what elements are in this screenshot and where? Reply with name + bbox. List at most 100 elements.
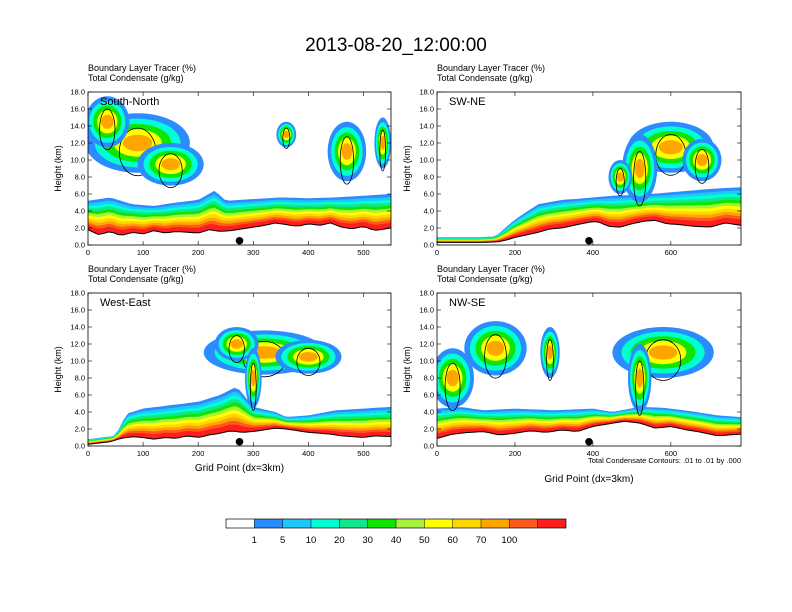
x-tick-label: 200	[192, 449, 205, 458]
colorbar-label: 30	[362, 535, 373, 546]
condensate-contour	[615, 168, 625, 197]
x-axis-label: Grid Point (dx=3km)	[195, 463, 284, 474]
plot-frame	[87, 91, 392, 246]
plot-area	[437, 321, 741, 446]
cloud-blob-2-level-9	[696, 154, 708, 166]
condensate-contour	[633, 151, 647, 207]
colorbar-swatch	[509, 519, 538, 528]
y-axis-label: Height (km)	[402, 145, 412, 192]
colorbar-label: 40	[391, 535, 402, 546]
terrain-line	[88, 222, 391, 236]
y-tick-label: 2.0	[75, 425, 85, 434]
x-tick-label: 400	[587, 449, 600, 458]
colorbar-swatch	[424, 519, 453, 528]
condensate-contour	[546, 339, 554, 381]
colorbar-swatch	[452, 519, 481, 528]
x-tick-label: 100	[137, 248, 150, 257]
x-tick-label: 400	[587, 248, 600, 257]
condensate-contour	[694, 148, 710, 184]
panel-subtitle-condensate: Total Condensate (g/kg)	[88, 73, 184, 83]
y-tick-label: 2.0	[424, 224, 434, 233]
x-tick-label: 400	[302, 248, 315, 257]
y-tick-label: 2.0	[75, 224, 85, 233]
colorbar-label: 70	[476, 535, 487, 546]
cloud-blob-4-level-9	[283, 130, 290, 139]
colorbar-label: 1	[252, 535, 257, 546]
cloud-blob-0-level-9	[122, 134, 153, 152]
colorbar-swatch	[311, 519, 340, 528]
y-tick-label: 12.0	[70, 340, 85, 349]
colorbar-label: 5	[280, 535, 285, 546]
colorbar-swatch	[367, 519, 396, 528]
x-tick-label: 600	[665, 449, 678, 458]
cloud-blob-4-level-9	[547, 345, 553, 360]
y-tick-label: 0.0	[424, 442, 434, 451]
condensate-contour	[484, 334, 507, 379]
panel-subtitle-condensate: Total Condensate (g/kg)	[437, 274, 533, 284]
cloud-blob-3-level-9	[251, 369, 256, 387]
x-tick-label: 0	[435, 248, 439, 257]
colorbar-label: 50	[419, 535, 430, 546]
plot-frame	[87, 292, 392, 447]
terrain-line	[437, 219, 741, 243]
panel-sw-ne: 0.0 2.0 4.0 6.0 8.0 10.0 12.0 14.0 16.0 18.0 0 200 4…	[402, 63, 742, 257]
terrain-line	[88, 427, 391, 445]
panel-west-east: 0.0 2.0 4.0 6.0 8.0 10.0 12.0 14.0 16.0 18.0 0 100 2…	[53, 264, 392, 474]
terrain-fill	[88, 428, 391, 446]
condensate-contour	[379, 129, 387, 172]
y-tick-label: 8.0	[75, 374, 85, 383]
condensate-contour	[158, 153, 183, 189]
cloud-blob-3-level-9	[636, 368, 643, 388]
y-tick-label: 12.0	[419, 340, 434, 349]
terrain-line	[437, 420, 741, 439]
y-tick-label: 14.0	[70, 122, 85, 131]
y-tick-label: 4.0	[424, 408, 434, 417]
y-tick-label: 6.0	[75, 391, 85, 400]
y-tick-label: 0.0	[424, 241, 434, 250]
cloud-blob-1-level-9	[634, 159, 645, 178]
y-tick-label: 16.0	[70, 105, 85, 114]
y-tick-label: 14.0	[419, 122, 434, 131]
condensate-contour	[282, 127, 291, 149]
x-tick-label: 0	[86, 248, 90, 257]
plot-area	[88, 96, 391, 245]
terrain-fill	[437, 220, 741, 245]
panel-cross-section-label: West-East	[100, 297, 151, 309]
colorbar-label: 10	[306, 535, 317, 546]
colorbar-label: 100	[501, 535, 517, 546]
cloud-blob-0-level-9	[648, 345, 678, 360]
x-tick-label: 200	[192, 248, 205, 257]
y-tick-label: 8.0	[424, 374, 434, 383]
panel-nw-se: 0.0 2.0 4.0 6.0 8.0 10.0 12.0 14.0 16.0 18.0 0 200 4…	[402, 264, 742, 485]
colorbar-label: 20	[334, 535, 345, 546]
y-tick-label: 12.0	[70, 139, 85, 148]
cloud-blob-3-level-9	[341, 143, 353, 160]
plot-frame	[436, 91, 742, 246]
y-tick-label: 4.0	[424, 207, 434, 216]
y-tick-label: 2.0	[424, 425, 434, 434]
cloud-blob-2-level-9	[161, 158, 180, 171]
cloud-blob-2-level-9	[446, 369, 459, 387]
cloud-blob-3-level-9	[616, 172, 624, 182]
plot-area	[88, 327, 391, 446]
colorbar-label: 60	[447, 535, 458, 546]
location-marker	[585, 236, 593, 245]
colorbar-swatch	[282, 519, 311, 528]
y-tick-label: 8.0	[424, 173, 434, 182]
cloud-blob-1-level-9	[101, 114, 114, 129]
y-tick-label: 8.0	[75, 173, 85, 182]
condensate-contour	[99, 108, 116, 151]
location-marker	[585, 437, 593, 446]
y-tick-label: 14.0	[70, 323, 85, 332]
x-tick-label: 200	[509, 449, 522, 458]
plot-area	[437, 121, 741, 245]
y-tick-label: 4.0	[75, 207, 85, 216]
panel-subtitle-condensate: Total Condensate (g/kg)	[88, 274, 184, 284]
x-tick-label: 0	[435, 449, 439, 458]
condensate-contour	[250, 362, 257, 412]
y-tick-label: 14.0	[419, 323, 434, 332]
colorbar-swatch	[481, 519, 510, 528]
y-tick-label: 18.0	[70, 88, 85, 97]
